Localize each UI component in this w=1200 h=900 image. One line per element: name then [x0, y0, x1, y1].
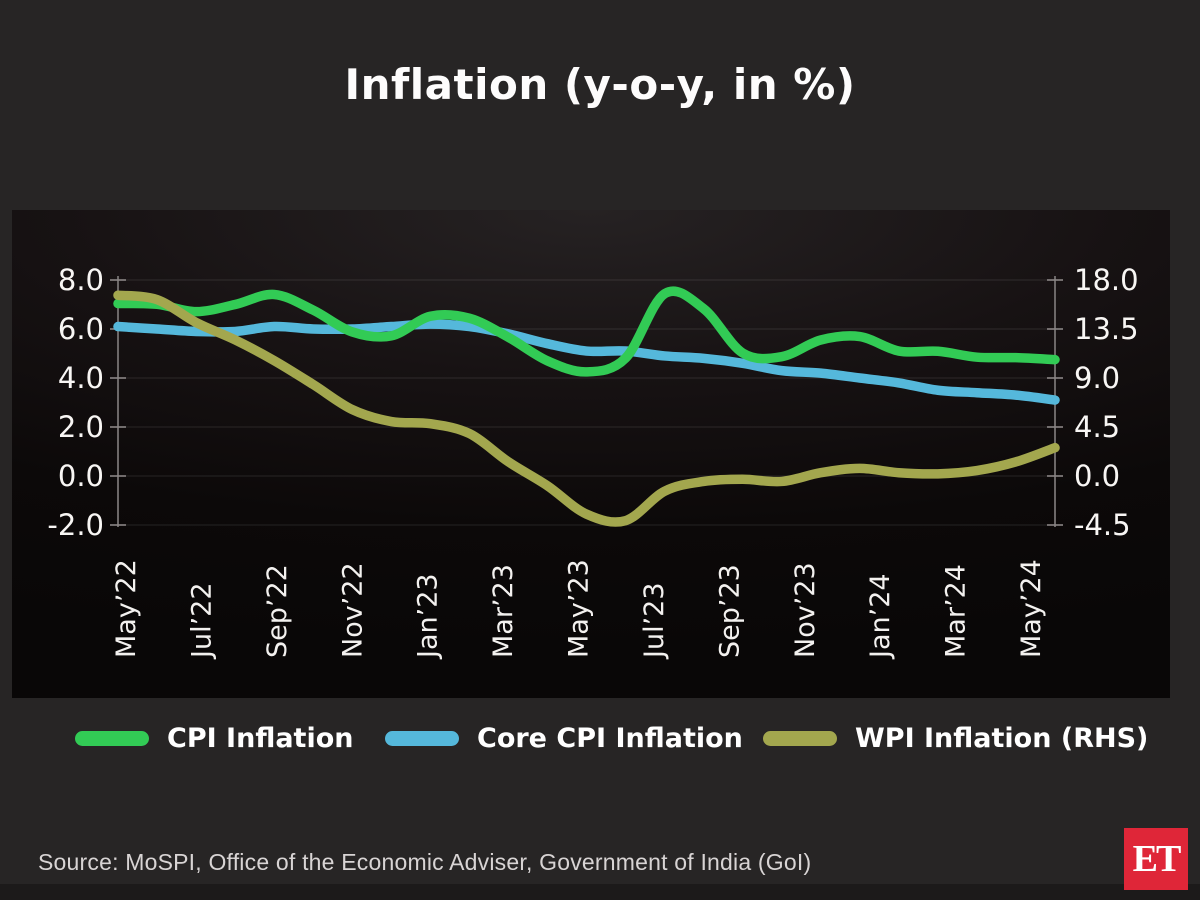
left-axis-label: 6.0 [58, 312, 104, 346]
x-axis-label: Sep’22 [262, 564, 293, 658]
x-axis-label: Mar’23 [488, 564, 519, 658]
series-line-1 [113, 319, 1060, 405]
left-axis-label: 4.0 [58, 361, 104, 395]
x-axis-label: Mar’24 [941, 564, 972, 658]
legend-label-wpi-inflation: WPI Inflation (RHS) [855, 722, 1149, 754]
chart-title: Inflation (y-o-y, in %) [344, 60, 856, 109]
x-axis-label: Jan’23 [413, 573, 444, 660]
x-axis-label: Jan’24 [865, 573, 896, 660]
right-axis-label: 0.0 [1074, 459, 1120, 493]
series-line-2 [113, 290, 1060, 527]
x-axis-label: Nov’23 [790, 562, 821, 658]
x-axis-label: May’24 [1016, 559, 1047, 658]
legend-item-cpi-inflation: CPI Inflation [75, 718, 353, 758]
footer-strip [0, 884, 1200, 900]
legend-swatch-cpi-inflation [75, 730, 149, 746]
legend-item-core-cpi-inflation: Core CPI Inflation [385, 718, 743, 758]
right-axis-label: 4.5 [1074, 410, 1120, 444]
x-axis-label: Sep’23 [714, 564, 745, 658]
legend-swatch-wpi-inflation [763, 730, 837, 746]
series-line-0 [113, 286, 1060, 377]
legend-swatch-core-cpi-inflation [385, 730, 459, 746]
right-axis-label: 18.0 [1074, 263, 1139, 297]
legend-item-wpi-inflation: WPI Inflation (RHS) [763, 718, 1148, 758]
et-logo: ET [1124, 828, 1188, 890]
legend: CPI Inflation Core CPI Inflation WPI Inf… [0, 718, 1200, 762]
x-axis-label: May’22 [111, 559, 142, 658]
x-axis-label: Jul’23 [639, 582, 670, 660]
source-note: Source: MoSPI, Office of the Economic Ad… [38, 849, 812, 875]
x-axis-label: Nov’22 [337, 562, 368, 658]
left-axis-label: -2.0 [47, 508, 104, 542]
right-axis-label: 13.5 [1074, 312, 1139, 346]
chart-panel: 8.0 6.0 4.0 2.0 0.0 -2.0 18.0 13.5 9.0 4.5 0.0 -4.5… [12, 210, 1170, 698]
left-axis-label: 0.0 [58, 459, 104, 493]
legend-label-cpi-inflation: CPI Inflation [167, 722, 354, 754]
x-axis-label: Jul’22 [186, 582, 217, 660]
left-axis-label: 2.0 [58, 410, 104, 444]
x-axis-label: May’23 [564, 559, 595, 658]
left-axis-label: 8.0 [58, 263, 104, 297]
legend-label-core-cpi-inflation: Core CPI Inflation [477, 722, 743, 754]
right-axis-label: 9.0 [1074, 361, 1120, 395]
chart-canvas: 8.0 6.0 4.0 2.0 0.0 -2.0 18.0 13.5 9.0 4.5 0.0 -4.5… [47, 263, 1139, 660]
right-axis-label: -4.5 [1074, 508, 1131, 542]
et-logo-text: ET [1132, 838, 1182, 880]
